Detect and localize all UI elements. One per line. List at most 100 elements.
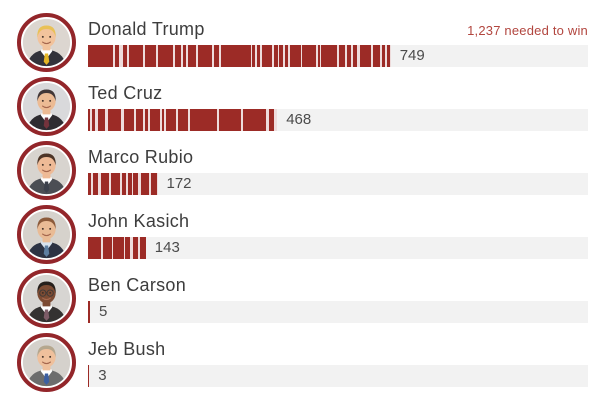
- candidate-name-line: John Kasich: [88, 210, 588, 232]
- bar-segment: [108, 108, 122, 131]
- bar-segment: [213, 44, 220, 67]
- bar-segment: [178, 108, 189, 131]
- candidate-name-line: Marco Rubio: [88, 146, 588, 168]
- candidate-row: Jeb Bush 3: [17, 330, 588, 394]
- bar-segment: [346, 44, 351, 67]
- bar-segment: [115, 44, 120, 67]
- candidate-photo: [17, 76, 76, 136]
- candidate-name: John Kasich: [88, 210, 190, 231]
- delegate-bar: [88, 364, 90, 387]
- candidate-name-line: Ted Cruz: [88, 82, 588, 104]
- candidate-content: John Kasich 143: [88, 210, 588, 259]
- bar-segment: [257, 44, 261, 67]
- bar-segment: [128, 44, 144, 67]
- candidate-photo: [17, 140, 76, 200]
- delegate-count: 5: [99, 303, 108, 320]
- candidate-photo: [17, 332, 76, 392]
- bar-segment: [372, 44, 380, 67]
- candidate-name: Ben Carson: [88, 274, 187, 295]
- delegate-bar-track: 172: [88, 172, 588, 195]
- candidate-portrait-icon: [22, 18, 71, 66]
- delegate-bar: [88, 172, 158, 195]
- candidate-content: Marco Rubio 172: [88, 146, 588, 195]
- candidate-row: Marco Rubio 172: [17, 138, 588, 202]
- candidate-portrait-icon: [22, 146, 71, 194]
- delegate-bar-track: 5: [88, 300, 588, 323]
- bar-segment: [289, 44, 301, 67]
- bar-segment: [165, 108, 177, 131]
- bar-segment: [183, 44, 186, 67]
- bar-segment: [174, 44, 182, 67]
- delegate-bar-track: 749: [88, 44, 588, 67]
- candidate-portrait-icon: [22, 274, 71, 322]
- candidate-photo: [17, 204, 76, 264]
- bar-segment: [302, 44, 316, 67]
- delegate-count: 3: [98, 367, 107, 384]
- bar-segment: [88, 44, 114, 67]
- bar-segment: [135, 108, 144, 131]
- bar-segment: [140, 172, 150, 195]
- bar-segment: [140, 236, 146, 259]
- candidate-content: Ben Carson 5: [88, 274, 588, 323]
- delegate-count: 143: [154, 239, 180, 256]
- bar-segment: [102, 236, 112, 259]
- bar-segment: [149, 108, 160, 131]
- bar-segment: [220, 44, 251, 67]
- bar-segment: [122, 44, 128, 67]
- bar-segment: [261, 44, 272, 67]
- candidate-row: John Kasich 143: [17, 202, 588, 266]
- bar-segment: [133, 172, 138, 195]
- bar-segment: [360, 44, 372, 67]
- candidate-name: Jeb Bush: [88, 338, 166, 359]
- bar-segment: [187, 44, 197, 67]
- candidate-name-line: Jeb Bush: [88, 338, 588, 360]
- delegate-bar: [88, 108, 278, 131]
- bar-segment: [100, 172, 110, 195]
- candidate-row: Ben Carson 5: [17, 266, 588, 330]
- candidate-name: Ted Cruz: [88, 82, 163, 103]
- delegate-count: 172: [166, 175, 192, 192]
- bar-segment: [161, 108, 164, 131]
- bar-segment: [91, 108, 95, 131]
- delegate-bar-track: 143: [88, 236, 588, 259]
- candidate-content: Jeb Bush 3: [88, 338, 588, 387]
- bar-segment: [133, 236, 139, 259]
- bar-segment: [92, 172, 98, 195]
- bar-segment: [279, 44, 283, 67]
- bar-segment: [88, 300, 90, 323]
- glasses-icon: [39, 288, 54, 297]
- bar-segment: [88, 172, 92, 195]
- delegate-count: 749: [399, 47, 425, 64]
- bar-segment: [386, 44, 391, 67]
- delegate-bar: [88, 300, 90, 323]
- bar-segment: [190, 108, 217, 131]
- bar-segment: [88, 108, 91, 131]
- needed-to-win-label: 1,237 needed to win: [467, 22, 588, 38]
- candidate-row: Donald Trump 1,237 needed to win 749: [17, 10, 588, 74]
- candidate-photo: [17, 12, 76, 72]
- delegate-count: 468: [286, 111, 312, 128]
- bar-segment: [273, 44, 278, 67]
- candidate-content: Ted Cruz 468: [88, 82, 588, 131]
- bar-segment: [352, 44, 357, 67]
- candidate-name: Donald Trump: [88, 18, 205, 39]
- candidate-name-line: Donald Trump 1,237 needed to win: [88, 18, 588, 40]
- bar-segment: [268, 108, 275, 131]
- delegate-bar-track: 3: [88, 364, 588, 387]
- candidate-portrait-icon: [22, 210, 71, 258]
- bar-segment: [110, 172, 121, 195]
- bar-segment: [144, 44, 157, 67]
- bar-segment: [284, 44, 289, 67]
- bar-segment: [158, 44, 173, 67]
- bar-segment: [98, 108, 106, 131]
- delegate-bar: [88, 236, 146, 259]
- bar-segment: [113, 236, 124, 259]
- bar-segment: [381, 44, 386, 67]
- candidate-photo: [17, 268, 76, 328]
- bar-segment: [124, 108, 134, 131]
- bar-segment: [317, 44, 320, 67]
- bar-segment: [125, 236, 131, 259]
- bar-segment: [321, 44, 337, 67]
- bar-segment: [88, 364, 90, 387]
